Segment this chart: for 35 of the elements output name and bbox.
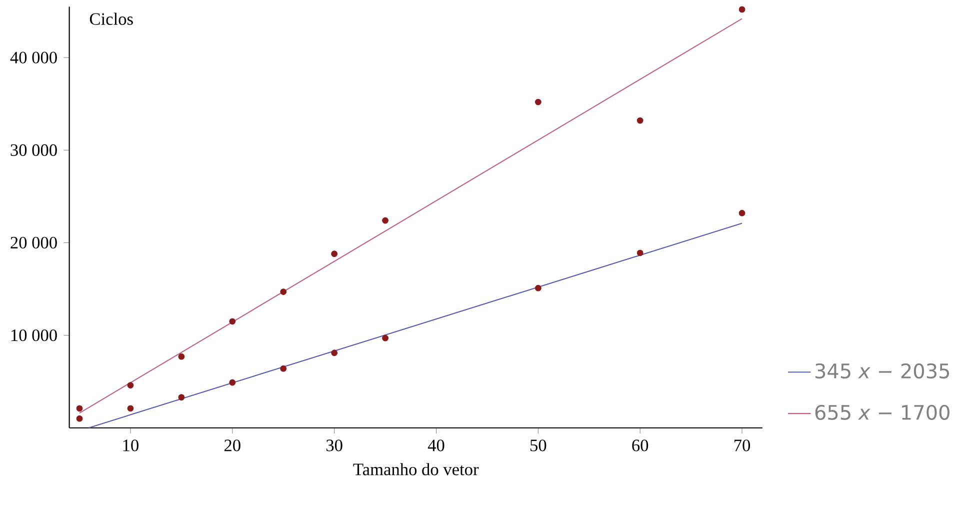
y-tick-label: 10 000 [11, 330, 57, 342]
x-tick-label: 70 [734, 440, 750, 452]
x-tick-label: 60 [632, 440, 648, 452]
x-tick-label: 30 [326, 440, 342, 452]
x-tick-label: 40 [428, 440, 444, 452]
point [382, 334, 388, 342]
point [178, 353, 185, 360]
point [534, 98, 542, 106]
point [636, 117, 644, 124]
point [534, 284, 542, 292]
point [76, 405, 83, 412]
point [280, 365, 287, 372]
point [636, 250, 644, 256]
point [738, 6, 746, 13]
legend-label: 655 x − 1700 [815, 404, 950, 420]
y-axis-title: Ciclos [90, 12, 133, 25]
x-axis-title: Tamanho do vetor [353, 463, 479, 476]
point [127, 382, 134, 389]
x-tick-label: 50 [530, 440, 546, 452]
point [229, 318, 236, 325]
legend-label: 345 x − 2035 [815, 363, 950, 379]
point [280, 288, 287, 296]
y-tick-label: 30 000 [10, 144, 57, 156]
point [229, 379, 236, 386]
y-tick-label: 40 000 [10, 52, 57, 64]
point [382, 217, 388, 224]
point [331, 250, 338, 258]
point [76, 415, 83, 422]
y-tick-label: 20 000 [10, 236, 57, 249]
x-tick-label: 20 [224, 440, 240, 452]
point [331, 350, 338, 356]
x-tick-label: 10 [123, 440, 138, 452]
point [178, 394, 185, 401]
point [127, 405, 134, 412]
point [738, 210, 746, 216]
